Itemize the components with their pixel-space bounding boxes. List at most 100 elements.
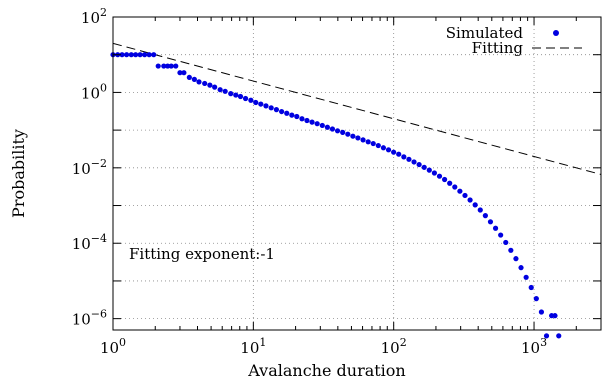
data-point [294, 113, 300, 120]
x-tick-label: 102 [381, 336, 407, 357]
data-point [242, 95, 249, 102]
data-point [370, 140, 376, 147]
data-point [329, 126, 336, 132]
data-point [289, 112, 295, 118]
data-point [513, 256, 519, 262]
legend-fitting-label: Fitting [472, 39, 524, 57]
y-tick-label: 10−6 [72, 308, 107, 329]
data-point [309, 119, 315, 125]
data-point [503, 239, 509, 246]
data-point [391, 149, 397, 155]
simulated-points-layer [110, 52, 562, 339]
data-point [556, 333, 562, 339]
data-point [258, 101, 264, 107]
data-point [401, 154, 407, 160]
data-point [365, 139, 371, 145]
data-point [360, 137, 366, 143]
data-point [319, 122, 325, 129]
data-point [284, 110, 290, 116]
data-point [518, 265, 524, 271]
y-tick-label: 10−4 [72, 232, 107, 253]
data-point [508, 247, 514, 253]
data-point [487, 219, 494, 225]
data-point [155, 63, 161, 69]
data-point [233, 92, 239, 98]
data-point [528, 284, 534, 291]
data-point [299, 116, 305, 122]
data-point [441, 176, 448, 183]
data-point [533, 296, 539, 302]
legend-simulated-label: Simulated [446, 24, 524, 42]
fitting-line [113, 42, 601, 175]
data-point [207, 82, 213, 88]
data-point [340, 129, 346, 135]
data-point [151, 52, 157, 58]
data-point [237, 93, 244, 100]
data-point [477, 207, 483, 213]
data-point [421, 164, 427, 170]
data-point [436, 173, 443, 179]
data-point [173, 63, 179, 69]
data-point [472, 202, 478, 208]
data-point [375, 142, 381, 149]
x-axis-label: Avalanche duration [247, 361, 405, 379]
y-tick-label: 100 [81, 81, 107, 102]
data-point [165, 63, 171, 69]
grid-lines [113, 17, 601, 330]
data-point [191, 76, 197, 82]
plot-frame [112, 16, 602, 331]
x-tick-label: 100 [100, 336, 126, 357]
y-tick-label: 102 [81, 6, 107, 27]
axis-ticks [112, 16, 602, 330]
data-point [186, 74, 192, 81]
data-point [217, 87, 223, 93]
data-point [462, 192, 468, 199]
data-point [177, 70, 183, 76]
data-point [416, 161, 422, 168]
data-point [119, 52, 125, 58]
legend-simulated-marker [553, 30, 559, 36]
data-point [181, 70, 187, 76]
data-point [482, 213, 488, 219]
data-point [222, 88, 228, 94]
data-point [380, 145, 387, 151]
data-point [431, 170, 437, 176]
data-point [355, 135, 361, 141]
data-point [314, 121, 320, 127]
data-point [334, 128, 341, 134]
legend: Simulated Fitting [446, 24, 582, 57]
data-point [212, 84, 218, 90]
data-point [543, 333, 550, 339]
data-point [142, 52, 148, 58]
data-point [345, 131, 351, 137]
axis-tick-labels: 100 101 102 103 102 100 10−2 10−4 10−6 [72, 6, 547, 357]
fitting-line-layer [113, 42, 601, 175]
data-point [273, 107, 280, 113]
data-point [447, 180, 453, 186]
data-point [161, 63, 167, 69]
data-point [538, 309, 545, 315]
data-point [248, 97, 254, 103]
data-point [263, 103, 269, 109]
data-point [228, 91, 234, 97]
data-point [467, 197, 473, 203]
data-point [406, 156, 412, 162]
data-point [133, 52, 139, 58]
data-point [350, 133, 356, 139]
data-point [137, 52, 143, 58]
x-tick-label: 101 [240, 336, 266, 357]
data-point [523, 274, 529, 280]
data-point [324, 124, 330, 130]
data-point [385, 147, 392, 153]
data-point [552, 313, 558, 319]
data-point [279, 108, 285, 115]
data-point [457, 188, 463, 194]
data-point [492, 225, 499, 231]
data-point [196, 79, 202, 85]
data-point [253, 99, 259, 106]
data-point [426, 167, 432, 173]
data-point [396, 151, 402, 157]
y-axis-label: Probability [9, 129, 28, 218]
